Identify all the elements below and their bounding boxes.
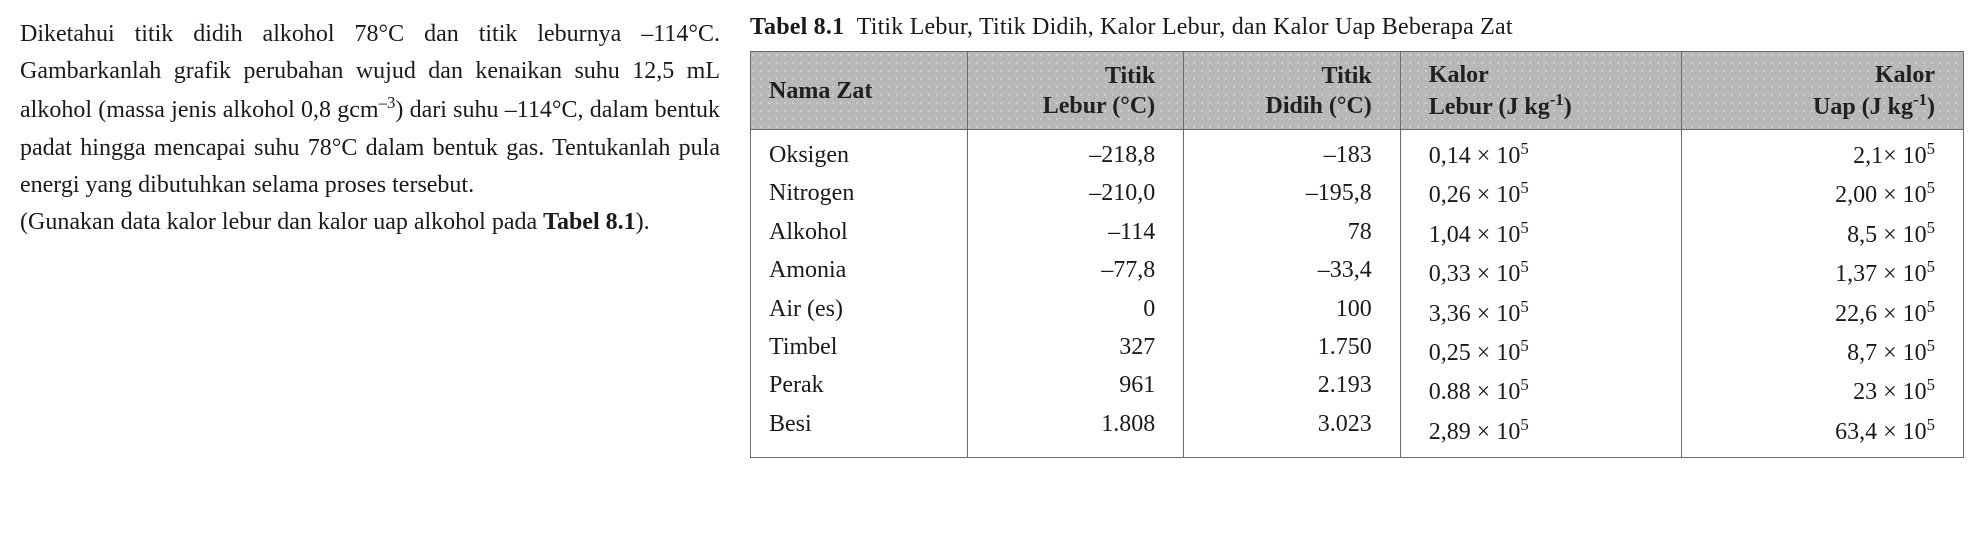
table-cell: –218,8–210,0–114–77,803279611.808 <box>967 130 1184 458</box>
problem-text: Diketahui titik didih alkohol 78°C dan t… <box>20 10 720 544</box>
column-header: KalorLebur (J kg-1) <box>1400 52 1682 130</box>
table-cell: –183–195,878–33,41001.7502.1933.023 <box>1184 130 1401 458</box>
column-header: TitikLebur (°C) <box>967 52 1184 130</box>
table-header-row: Nama ZatTitikLebur (°C)TitikDidih (°C)Ka… <box>751 52 1964 130</box>
table-cell: 0,14 × 1050,26 × 1051,04 × 1050,33 × 105… <box>1400 130 1682 458</box>
table-body: OksigenNitrogenAlkoholAmoniaAir (es)Timb… <box>751 130 1964 458</box>
table-container: Tabel 8.1 Titik Lebur, Titik Didih, Kalo… <box>750 10 1964 544</box>
substances-table: Nama ZatTitikLebur (°C)TitikDidih (°C)Ka… <box>750 51 1964 458</box>
column-header: KalorUap (J kg-1) <box>1682 52 1964 130</box>
column-header: Nama Zat <box>751 52 968 130</box>
table-row: OksigenNitrogenAlkoholAmoniaAir (es)Timb… <box>751 130 1964 458</box>
column-header: TitikDidih (°C) <box>1184 52 1401 130</box>
table-cell: OksigenNitrogenAlkoholAmoniaAir (es)Timb… <box>751 130 968 458</box>
table-caption: Tabel 8.1 Titik Lebur, Titik Didih, Kalo… <box>750 14 1964 41</box>
table-cell: 2,1× 1052,00 × 1058,5 × 1051,37 × 10522,… <box>1682 130 1964 458</box>
